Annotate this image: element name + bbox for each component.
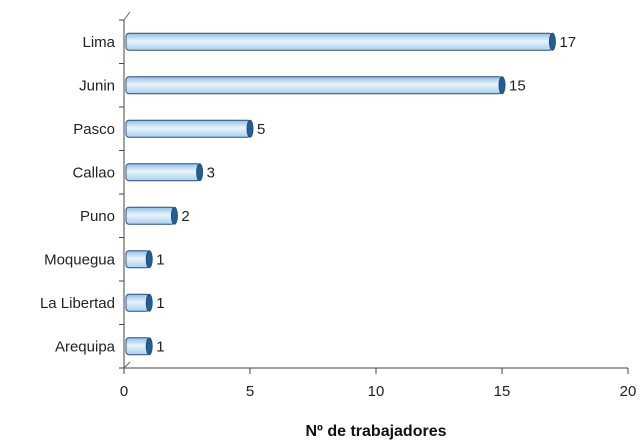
data-label: 2 [181,208,189,225]
x-tick-label: 5 [246,383,254,400]
category-label: La Libertad [40,295,115,312]
chart-bars: 17 15 5 3 2 1 1 1 [125,32,576,356]
x-tick-label: 20 [620,383,637,400]
category-label: Pasco [73,121,115,138]
chart-x-ticks: 0 5 10 15 20 [120,368,637,400]
category-label: Junin [79,77,115,94]
bar-junin [125,76,503,95]
x-tick-label: 10 [368,383,385,400]
bar-callao [125,163,201,182]
bar-lima [125,32,553,51]
bar-pasco [125,119,251,138]
data-label: 1 [156,338,164,355]
data-label: 1 [156,295,164,312]
category-label: Callao [72,164,115,181]
bar-end-cap [145,250,153,269]
bar-end-cap [145,293,153,312]
y-axis-depth-line [123,11,131,21]
category-label: Puno [80,208,115,225]
category-label: Lima [82,34,115,51]
data-label: 15 [509,77,526,94]
data-label: 17 [559,34,576,51]
x-tick-label: 0 [120,383,128,400]
x-tick-label: 15 [494,383,511,400]
category-label: Arequipa [55,338,116,355]
bar-end-cap [145,337,153,356]
chart-axes [119,11,628,369]
bar-end-cap [498,76,506,95]
x-axis-title: Nº de trabajadores [306,423,447,440]
bar-end-cap [196,163,204,182]
x-axis-depth-line [123,361,131,369]
bar-puno [125,206,175,225]
bar-end-cap [548,32,556,51]
bar-end-cap [170,206,178,225]
data-label: 3 [207,164,215,181]
category-label: Moquegua [44,251,116,268]
bar-end-cap [246,119,254,138]
data-label: 1 [156,251,164,268]
chart-category-labels: Lima Junin Pasco Callao Puno Moquegua La Liber… [40,34,116,356]
data-label: 5 [257,121,265,138]
